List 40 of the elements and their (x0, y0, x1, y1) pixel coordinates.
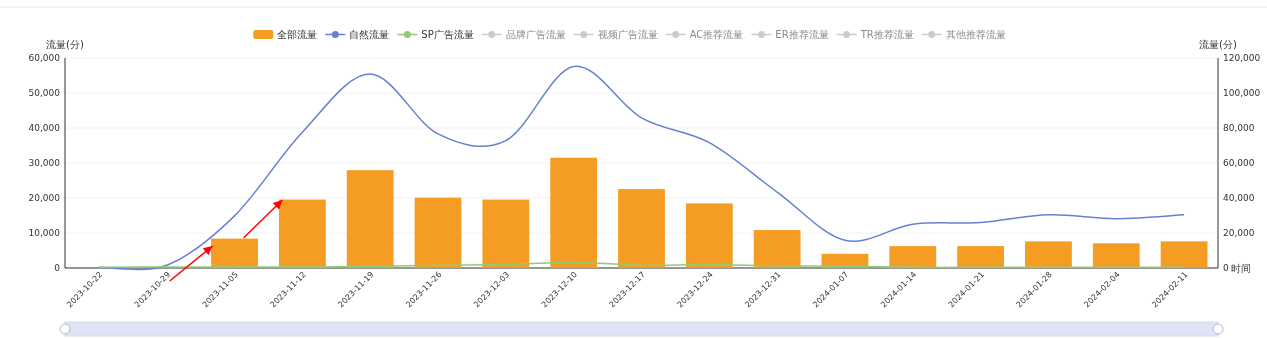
y2-tick-label: 40,000 (1223, 193, 1255, 203)
legend-label: 品牌广告流量 (505, 29, 566, 40)
y2-tick-label: 100,000 (1223, 88, 1261, 98)
y-tick-label: 0 (54, 263, 61, 273)
bar (889, 246, 937, 268)
bar (753, 230, 801, 268)
y-axis-title: 流量(分) (46, 39, 84, 50)
y-tick-label: 30,000 (28, 158, 61, 168)
y-tick-label: 60,000 (28, 53, 61, 63)
y2-tick-label: 0 (1223, 263, 1229, 273)
bar (482, 199, 530, 268)
bar (278, 199, 326, 268)
bar (550, 157, 598, 268)
bar (211, 238, 258, 268)
legend-label: SP广告流量 (421, 29, 474, 40)
legend-label: 其他推荐流量 (945, 29, 1006, 40)
legend-label: AC推荐流量 (689, 29, 744, 40)
y-tick-label: 20,000 (28, 193, 61, 203)
bar (1092, 243, 1140, 268)
legend-label: 视频广告流量 (597, 29, 658, 40)
legend-label: ER推荐流量 (775, 29, 829, 40)
bar (957, 246, 1005, 268)
y2-tick-label: 80,000 (1223, 123, 1255, 133)
x-axis-title: 时间 (1231, 263, 1251, 274)
y2-tick-label: 60,000 (1223, 158, 1255, 168)
legend-label: 自然流量 (349, 29, 390, 40)
y-tick-label: 40,000 (28, 123, 61, 133)
bar (346, 170, 394, 268)
legend-label: TR推荐流量 (859, 29, 914, 40)
bar (414, 197, 462, 268)
y-tick-label: 10,000 (28, 228, 61, 238)
y2-axis-title: 流量(分) (1199, 39, 1237, 50)
bar (1025, 241, 1072, 268)
y2-tick-label: 20,000 (1223, 228, 1255, 238)
bar (1160, 241, 1208, 268)
bar (685, 203, 733, 268)
bar (618, 189, 665, 268)
legend-label: 全部流量 (277, 29, 318, 40)
y-tick-label: 50,000 (28, 88, 61, 98)
y2-tick-label: 120,000 (1223, 53, 1261, 63)
